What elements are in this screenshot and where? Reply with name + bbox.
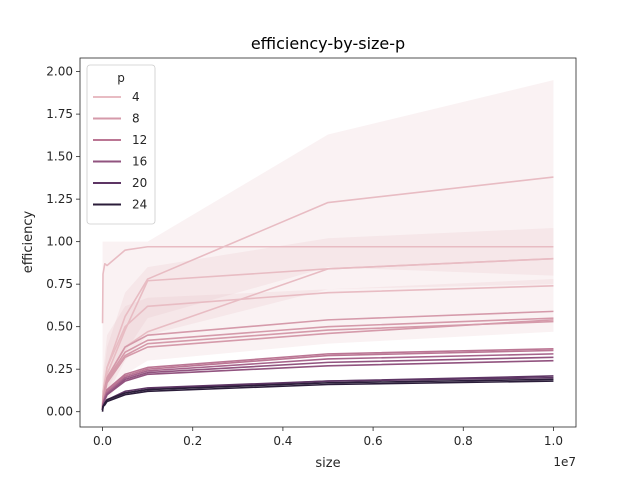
y-tick-label: 1.50 <box>46 150 73 164</box>
legend-title: p <box>117 71 125 85</box>
y-tick-label: 0.00 <box>46 405 73 419</box>
confidence-band-0 <box>102 80 554 404</box>
y-tick-label: 1.75 <box>46 107 73 121</box>
legend-label: 24 <box>132 198 147 212</box>
x-axis: 0.0 0.2 0.4 0.6 0.8 1.0 <box>93 427 563 448</box>
series-line-17 <box>101 380 554 412</box>
legend-box <box>86 64 156 225</box>
y-axis: 0.00 0.25 0.50 0.75 1.00 1.25 1.50 1.75 2.00 <box>46 65 80 419</box>
x-tick-label: 0.4 <box>273 434 292 448</box>
y-tick-label: 0.50 <box>46 320 73 334</box>
chart-title: efficiency-by-size-p <box>251 34 405 53</box>
y-tick-label: 1.00 <box>46 235 73 249</box>
series-line-13 <box>101 359 554 411</box>
confidence-band-1 <box>102 228 554 407</box>
legend-label: 20 <box>132 176 147 190</box>
legend-label: 12 <box>132 133 147 147</box>
y-tick-label: 0.25 <box>46 362 73 376</box>
confidence-band-2 <box>102 279 554 409</box>
legend-label: 4 <box>132 90 140 104</box>
x-tick-label: 0.6 <box>364 434 383 448</box>
y-axis-label: efficiency <box>21 210 36 273</box>
legend-label: 16 <box>132 155 147 169</box>
x-tick-label: 0.0 <box>93 434 112 448</box>
x-tick-label: 1.0 <box>544 434 563 448</box>
y-tick-label: 1.25 <box>46 192 73 206</box>
series-line-0 <box>101 245 554 324</box>
legend: p4 8 12 16 20 24 <box>86 64 156 225</box>
x-axis-label: size <box>315 456 340 471</box>
x-axis-offset-label: 1e7 <box>553 455 576 469</box>
x-tick-label: 0.8 <box>454 434 473 448</box>
axes-frame <box>79 57 577 428</box>
x-tick-label: 0.2 <box>183 434 202 448</box>
plot-area <box>101 80 554 412</box>
y-tick-label: 0.75 <box>46 277 73 291</box>
y-tick-label: 2.00 <box>46 65 73 79</box>
legend-label: 8 <box>132 112 140 126</box>
